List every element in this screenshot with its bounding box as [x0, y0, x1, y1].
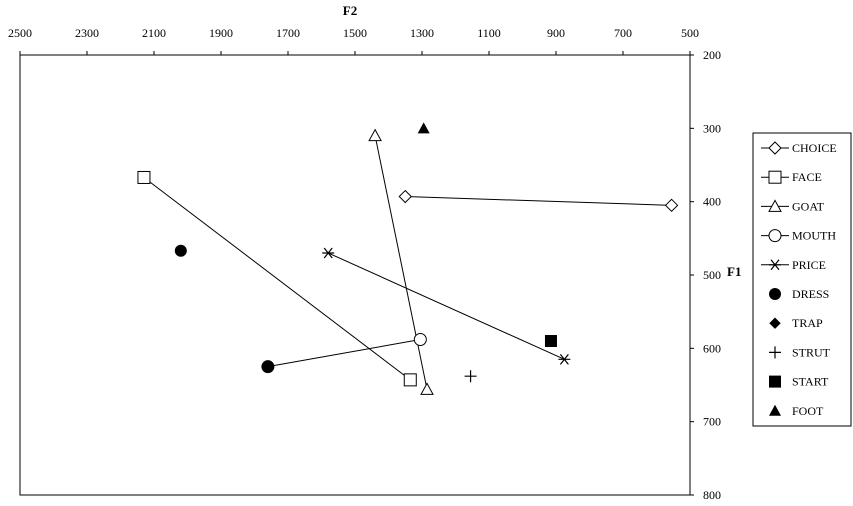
legend-marker-price — [769, 259, 781, 271]
legend-marker-trap-shape — [769, 317, 781, 329]
point-choice-2 — [664, 198, 679, 213]
legend-marker-start-shape — [769, 375, 781, 388]
plot-area-frame — [19, 54, 691, 496]
legend-label-foot: FOOT — [792, 404, 824, 418]
point-start-1-shape — [544, 335, 557, 347]
point-choice-1 — [398, 189, 412, 204]
point-choice-2-shape — [664, 198, 679, 213]
y-tick-label-400: 400 — [703, 195, 721, 209]
legend-marker-trap — [769, 317, 781, 329]
y-tick-label-500: 500 — [703, 268, 721, 282]
x-tick-label-1100: 1100 — [477, 26, 501, 40]
y-tick-label-700: 700 — [703, 415, 721, 429]
point-start-1 — [544, 335, 557, 347]
point-strut-1 — [464, 370, 477, 383]
series-line-choice — [405, 196, 672, 206]
legend-marker-strut — [769, 346, 781, 359]
point-dress-1 — [174, 244, 187, 257]
series-line-face — [143, 177, 411, 381]
legend-label-choice: CHOICE — [792, 141, 837, 155]
series-markers — [137, 122, 679, 395]
legend-marker-foot-shape — [769, 404, 781, 416]
point-foot-1 — [417, 122, 430, 134]
x-axis-title: F2 — [343, 3, 357, 18]
x-tick-label-700: 700 — [614, 26, 632, 40]
legend-label-face: FACE — [792, 170, 822, 184]
point-price-2-shape — [558, 353, 571, 365]
legend-marker-foot — [769, 404, 781, 416]
x-tick-label-1300: 1300 — [410, 26, 434, 40]
point-goat-2-shape — [420, 382, 434, 395]
point-dress-1-shape — [174, 244, 187, 257]
legend-marker-strut-shape — [769, 346, 781, 359]
point-mouth-2-shape — [413, 333, 427, 347]
point-goat-1 — [368, 128, 382, 142]
legend-label-mouth: MOUTH — [792, 229, 836, 243]
y-tick-label-200: 200 — [703, 48, 721, 62]
legend-marker-face — [768, 170, 782, 184]
legend-marker-face-shape — [768, 170, 782, 184]
legend-label-start: START — [792, 375, 829, 389]
series-lines — [143, 135, 672, 390]
point-price-2 — [558, 353, 571, 365]
legend-marker-choice-shape — [768, 141, 782, 155]
legend-label-trap: TRAP — [792, 316, 823, 330]
series-line-price — [327, 252, 565, 360]
x-tick-label-2500: 2500 — [8, 26, 32, 40]
point-face-1-shape — [137, 170, 151, 184]
x-tick-label-2100: 2100 — [142, 26, 166, 40]
x-axis-ticks: 2500 2300 2100 1900 1700 1500 1300 1100 900 700 50… — [8, 26, 699, 55]
legend-marker-goat — [768, 199, 782, 212]
point-price-1-shape — [322, 247, 335, 259]
point-face-2 — [403, 373, 417, 387]
point-goat-2 — [420, 382, 434, 395]
point-choice-1-shape — [398, 189, 412, 204]
x-tick-label-1700: 1700 — [276, 26, 300, 40]
x-tick-label-2300: 2300 — [75, 26, 99, 40]
point-face-1 — [137, 170, 151, 184]
point-dress-2 — [261, 360, 274, 373]
x-tick-label-1500: 1500 — [343, 26, 367, 40]
point-price-1 — [322, 247, 335, 259]
x-tick-label-900: 900 — [547, 26, 565, 40]
point-goat-1-shape — [368, 128, 382, 142]
point-strut-1-shape — [464, 370, 477, 383]
series-line-mouth — [267, 339, 421, 368]
legend-marker-mouth-shape — [768, 229, 782, 243]
point-face-2-shape — [403, 373, 417, 387]
y-axis-title: F1 — [727, 264, 741, 279]
x-tick-label-500: 500 — [681, 26, 699, 40]
x-tick-label-1900: 1900 — [209, 26, 233, 40]
legend-marker-goat-shape — [768, 199, 782, 212]
legend-marker-price-shape — [769, 259, 781, 271]
legend-label-dress: DRESS — [792, 287, 829, 301]
point-dress-2-shape — [261, 360, 274, 373]
legend: CHOICE FACE GOAT MOUTH PRICE DRESS TRAP STRUT ST… — [752, 132, 852, 427]
legend-marker-start — [769, 375, 781, 388]
legend-marker-dress-shape — [769, 288, 781, 300]
y-tick-label-800: 800 — [703, 488, 721, 502]
point-foot-1-shape — [417, 122, 430, 134]
y-tick-label-600: 600 — [703, 341, 721, 355]
legend-marker-dress — [769, 288, 781, 300]
legend-label-strut: STRUT — [792, 345, 831, 359]
series-line-goat — [374, 135, 428, 390]
point-mouth-2 — [413, 333, 427, 347]
y-tick-label-300: 300 — [703, 121, 721, 135]
legend-marker-choice — [768, 141, 782, 155]
legend-label-price: PRICE — [792, 258, 826, 272]
legend-marker-mouth — [768, 229, 782, 243]
y-axis-ticks: 200 300 400 500 600 700 800 — [690, 48, 721, 502]
legend-label-goat: GOAT — [792, 199, 825, 213]
